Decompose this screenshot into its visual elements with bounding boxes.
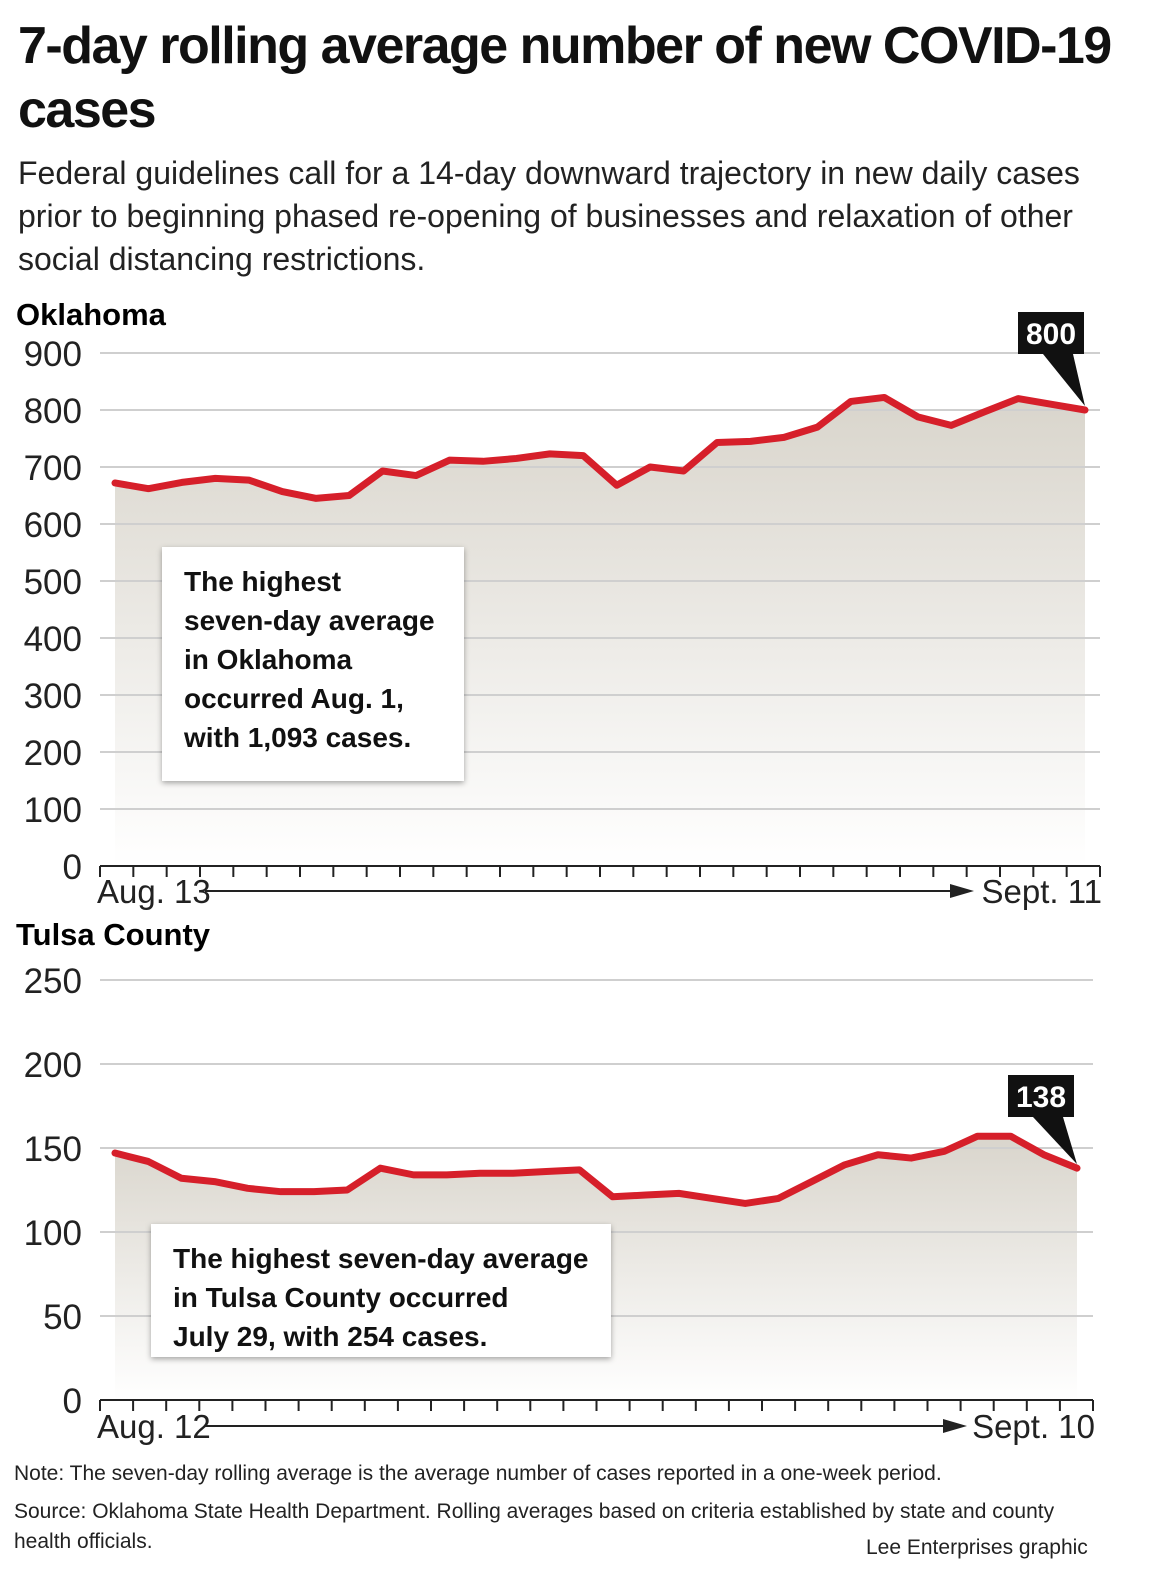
callout-pointer — [1043, 354, 1085, 406]
footer-credit: Lee Enterprises graphic — [866, 1536, 1088, 1559]
chart-title-1: Tulsa County — [16, 917, 211, 952]
annotation-line: with 1,093 cases. — [183, 722, 411, 753]
data-line — [111, 1132, 1081, 1207]
y-tick-label: 600 — [24, 506, 82, 545]
arrow-head-icon — [950, 884, 974, 898]
x-end-label: Sept. 11 — [982, 873, 1102, 910]
end-value-label: 138 — [1016, 1081, 1066, 1114]
tulsa-chart: Tulsa County 0 50 100 150 200 250 Aug. 12 Sept. … — [16, 917, 1095, 1445]
annotation-line: The highest — [184, 566, 341, 597]
callout-box — [1008, 1075, 1074, 1117]
y-tick-label: 300 — [24, 677, 82, 716]
callout-pointer — [1033, 1117, 1077, 1165]
y-tick-label: 400 — [24, 620, 82, 659]
footer-source: Source: Oklahoma State Health Department… — [14, 1500, 1055, 1553]
footer-note: Note: The seven-day rolling average is t… — [14, 1462, 942, 1485]
y-tick-label: 500 — [24, 563, 82, 602]
y-tick-label: 800 — [24, 392, 82, 431]
chart-title-0: Oklahoma — [16, 297, 167, 332]
y-tick-label: 0 — [63, 848, 82, 887]
x-end-label: Sept. 10 — [972, 1408, 1095, 1445]
x-start-label: Aug. 13 — [97, 873, 211, 910]
y-tick-label: 100 — [24, 1214, 82, 1253]
y-tick-label: 700 — [24, 449, 82, 488]
annotation-line: The highest seven-day average — [173, 1243, 589, 1274]
chart-title: 7-day rolling average number of new COVI… — [18, 17, 1112, 139]
callout-box — [1018, 312, 1084, 354]
y-tick-label: 50 — [43, 1298, 82, 1337]
x-start-label: Aug. 12 — [97, 1408, 211, 1445]
chart-subtitle: Federal guidelines call for a 14-day dow… — [18, 155, 1080, 277]
annotation-line: seven-day average — [184, 605, 435, 636]
y-tick-label: 900 — [24, 335, 82, 374]
y-tick-label: 200 — [24, 734, 82, 773]
annotation-box — [151, 1224, 611, 1357]
y-tick-label: 250 — [24, 962, 82, 1001]
annotation-line: July 29, with 254 cases. — [173, 1321, 487, 1352]
arrow-head-icon — [943, 1419, 967, 1433]
y-tick-label: 200 — [24, 1046, 82, 1085]
y-tick-label: 100 — [24, 791, 82, 830]
y-tick-label: 0 — [63, 1382, 82, 1421]
y-tick-label: 150 — [24, 1130, 82, 1169]
annotation-box — [162, 547, 464, 781]
oklahoma-chart: Oklahoma 0 100 200 300 400 500 600 700 800 900 Aug.… — [16, 297, 1102, 910]
data-line — [111, 393, 1089, 502]
annotation-line: in Oklahoma — [184, 644, 352, 675]
end-value-label: 800 — [1026, 318, 1076, 351]
annotation-line: occurred Aug. 1, — [184, 683, 404, 714]
annotation-line: in Tulsa County occurred — [173, 1282, 509, 1313]
